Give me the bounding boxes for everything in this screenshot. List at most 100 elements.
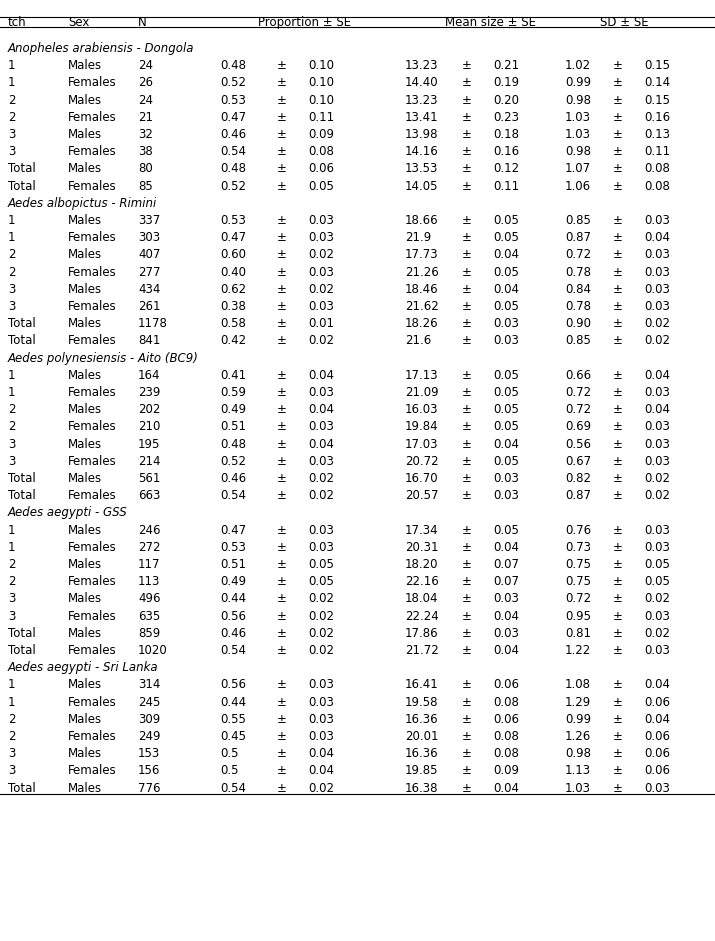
Text: 2: 2 [8,111,16,124]
Text: ±: ± [613,76,623,89]
Text: ±: ± [462,593,472,605]
Text: Females: Females [68,231,117,245]
Text: 0.54: 0.54 [220,644,246,657]
Text: 0.02: 0.02 [308,334,334,347]
Text: Males: Males [68,678,102,692]
Text: ±: ± [613,489,623,502]
Text: Males: Males [68,747,102,760]
Text: 3: 3 [8,283,16,295]
Text: 0.06: 0.06 [644,764,670,777]
Text: Females: Females [68,489,117,502]
Text: 0.51: 0.51 [220,421,246,434]
Text: 2: 2 [8,403,16,416]
Text: 0.5: 0.5 [220,747,239,760]
Text: 21.26: 21.26 [405,265,439,279]
Text: 0.72: 0.72 [565,593,591,605]
Text: Aedes aegypti - Sri Lanka: Aedes aegypti - Sri Lanka [8,662,159,674]
Text: 0.48: 0.48 [220,163,246,175]
Text: 0.03: 0.03 [308,300,334,313]
Text: ±: ± [277,558,287,571]
Text: 214: 214 [138,455,160,468]
Text: 21.09: 21.09 [405,386,438,399]
Text: 0.06: 0.06 [644,695,670,709]
Text: ±: ± [462,730,472,743]
Text: 3: 3 [8,145,16,158]
Text: 0.78: 0.78 [565,265,591,279]
Text: 309: 309 [138,712,160,726]
Text: 0.90: 0.90 [565,317,591,330]
Text: 3: 3 [8,593,16,605]
Text: 1: 1 [8,59,16,72]
Text: ±: ± [613,317,623,330]
Text: ±: ± [613,403,623,416]
Text: ±: ± [462,764,472,777]
Text: ±: ± [462,421,472,434]
Text: 0.09: 0.09 [308,128,334,141]
Text: 0.03: 0.03 [644,265,670,279]
Text: 0.67: 0.67 [565,455,591,468]
Text: 0.03: 0.03 [644,541,670,554]
Text: 164: 164 [138,369,160,382]
Text: 3: 3 [8,455,16,468]
Text: ±: ± [613,93,623,106]
Text: Males: Males [68,782,102,794]
Text: 2: 2 [8,265,16,279]
Text: ±: ± [462,180,472,193]
Text: 1: 1 [8,76,16,89]
Text: 0.02: 0.02 [644,334,670,347]
Text: Aedes polynesiensis - Aito (BC9): Aedes polynesiensis - Aito (BC9) [8,352,199,364]
Text: 22.16: 22.16 [405,575,439,588]
Text: ±: ± [277,283,287,295]
Text: 0.11: 0.11 [308,111,334,124]
Text: 0.16: 0.16 [493,145,519,158]
Text: ±: ± [277,59,287,72]
Text: 0.03: 0.03 [644,421,670,434]
Text: ±: ± [462,627,472,640]
Text: Total: Total [8,644,36,657]
Text: 16.70: 16.70 [405,472,438,485]
Text: ±: ± [613,558,623,571]
Text: 0.10: 0.10 [308,76,334,89]
Text: 0.60: 0.60 [220,248,246,262]
Text: ±: ± [277,644,287,657]
Text: 0.15: 0.15 [644,93,670,106]
Text: ±: ± [462,712,472,726]
Text: Males: Males [68,93,102,106]
Text: 13.23: 13.23 [405,59,438,72]
Text: 0.04: 0.04 [308,369,334,382]
Text: Females: Females [68,334,117,347]
Text: ±: ± [277,523,287,536]
Text: 1: 1 [8,231,16,245]
Text: 1020: 1020 [138,644,168,657]
Text: 0.06: 0.06 [308,163,334,175]
Text: Females: Females [68,764,117,777]
Text: 0.08: 0.08 [308,145,334,158]
Text: 0.05: 0.05 [493,214,519,227]
Text: 0.46: 0.46 [220,128,246,141]
Text: ±: ± [462,111,472,124]
Text: 239: 239 [138,386,160,399]
Text: 0.45: 0.45 [220,730,246,743]
Text: Total: Total [8,317,36,330]
Text: ±: ± [613,472,623,485]
Text: ±: ± [277,231,287,245]
Text: ±: ± [277,128,287,141]
Text: Males: Males [68,438,102,451]
Text: ±: ± [462,300,472,313]
Text: ±: ± [277,782,287,794]
Text: Males: Males [68,627,102,640]
Text: ±: ± [462,541,472,554]
Text: 26: 26 [138,76,153,89]
Text: 1.03: 1.03 [565,111,591,124]
Text: ±: ± [613,695,623,709]
Text: 0.05: 0.05 [493,300,519,313]
Text: 32: 32 [138,128,153,141]
Text: 0.87: 0.87 [565,231,591,245]
Text: 0.10: 0.10 [308,93,334,106]
Text: 0.03: 0.03 [308,730,334,743]
Text: Aedes aegypti - GSS: Aedes aegypti - GSS [8,506,128,519]
Text: Females: Females [68,145,117,158]
Text: 0.03: 0.03 [308,421,334,434]
Text: 0.03: 0.03 [644,214,670,227]
Text: 2: 2 [8,93,16,106]
